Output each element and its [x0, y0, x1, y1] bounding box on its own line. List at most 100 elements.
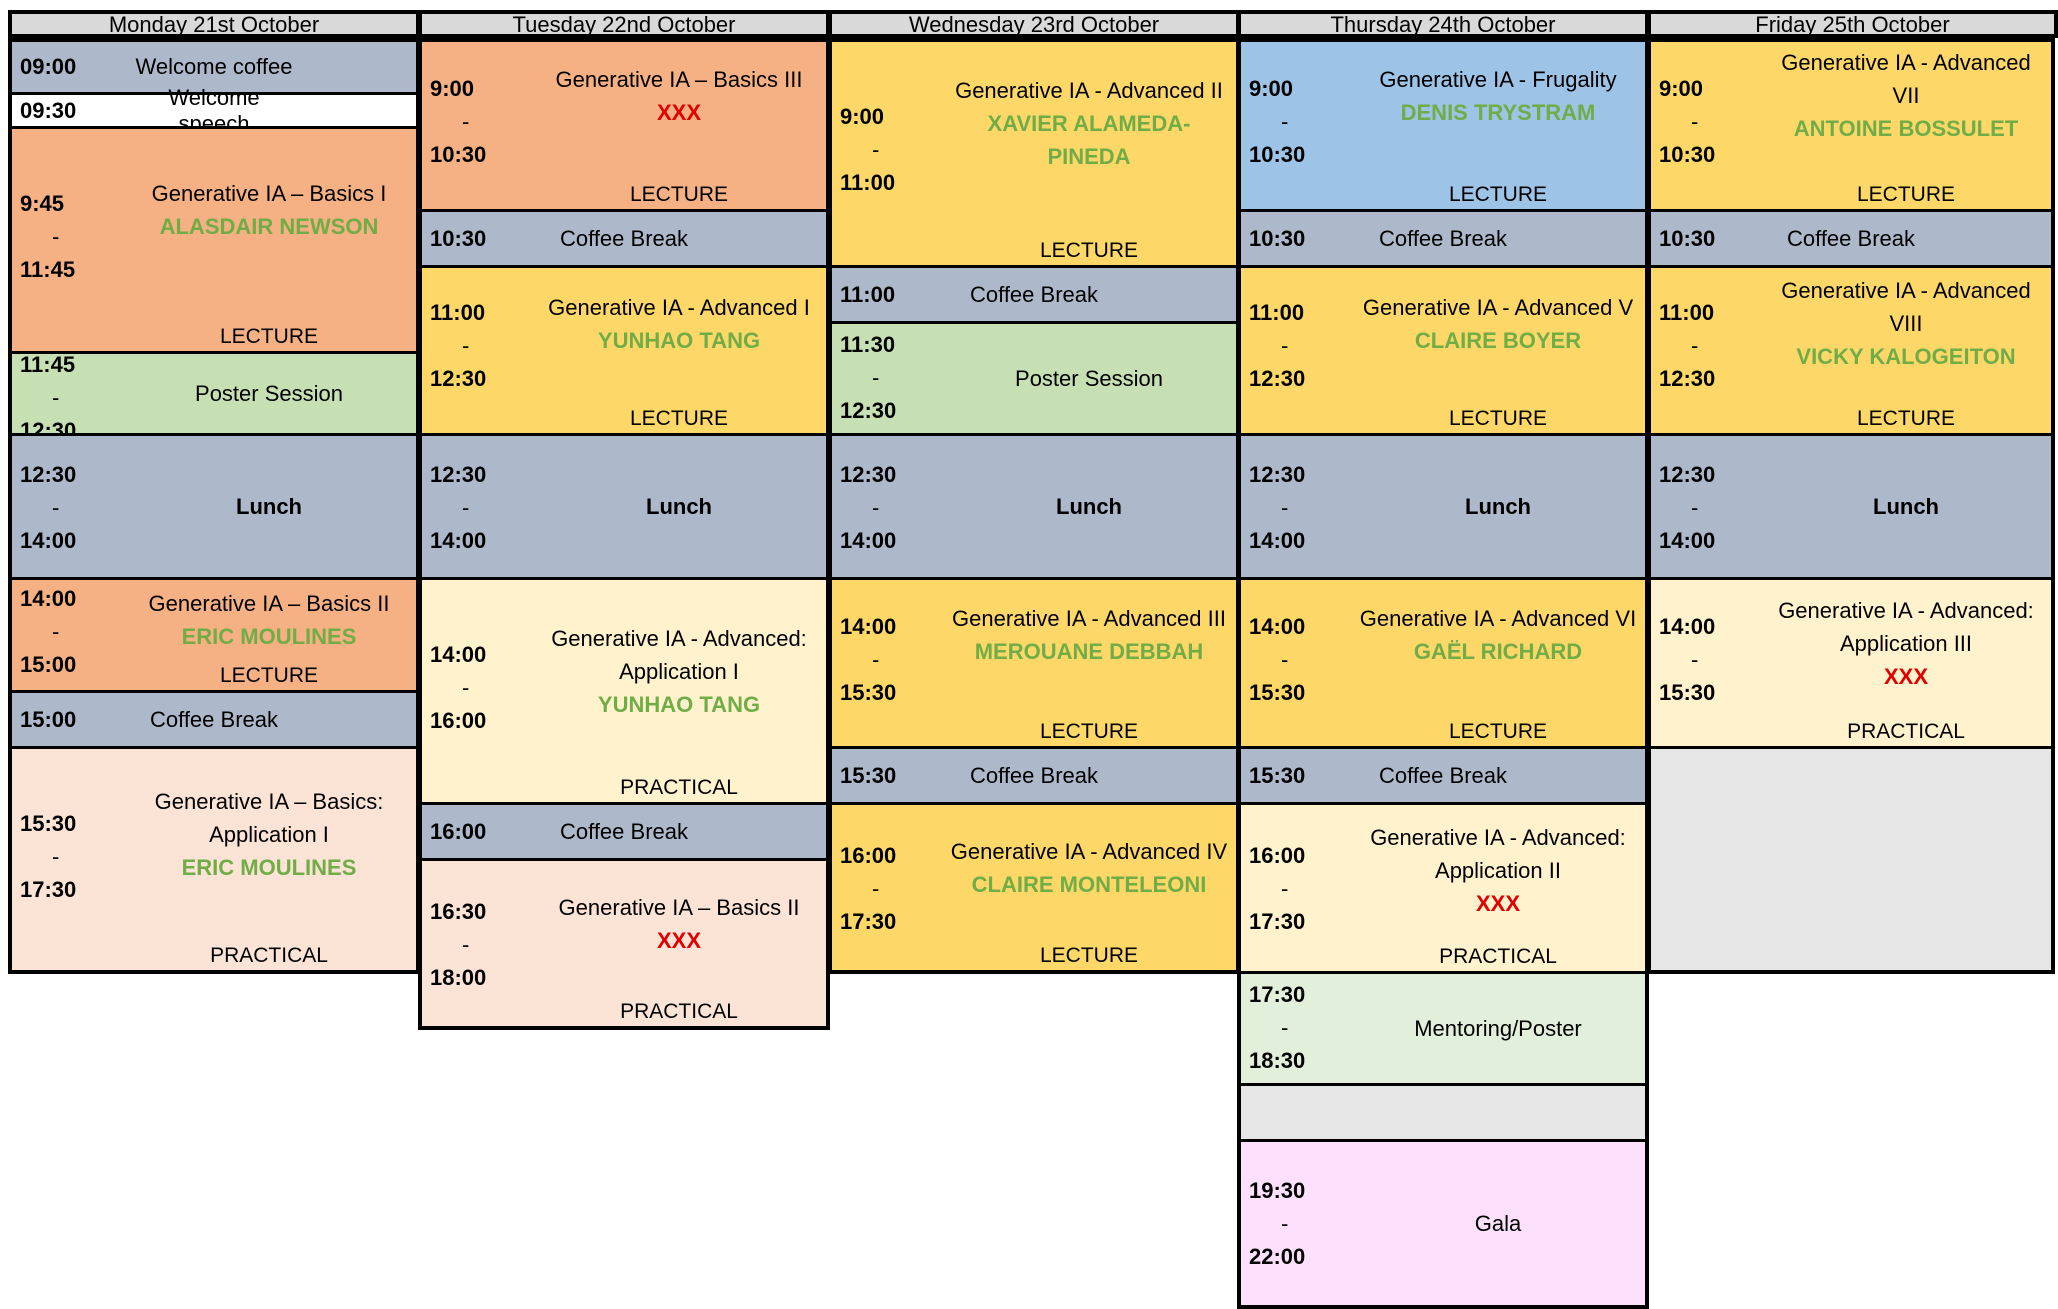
session-title: Generative IA - Advanced VII [1781, 50, 2031, 108]
speaker-name: GAËL RICHARD [1413, 639, 1583, 664]
session-frugality: 9:00 - 10:30 Generative IA - Frugality DENI… [1241, 42, 1645, 212]
session-type: LECTURE [629, 183, 729, 206]
monday-column: 09:00 Welcome coffee 09:30 Welcome speech … [8, 38, 420, 974]
start-time: 9:00 [840, 104, 885, 129]
start-time: 14:00 [1249, 614, 1306, 639]
session-type: LECTURE [219, 664, 319, 687]
session-time-range: 12:30 - 14:00 [1659, 458, 1715, 557]
session-advanced-7: 9:00 - 10:30 Generative IA - Advanced VII A… [1651, 42, 2051, 212]
time-dash: - [1281, 333, 1289, 358]
session-title: Generative IA - Advanced V [1362, 294, 1634, 320]
session-title: Generative IA – Basics I [151, 181, 387, 206]
session-label: Coffee Break [1786, 225, 1915, 251]
session-title: Generative IA – Basics II [148, 591, 390, 616]
time-dash: - [1691, 333, 1699, 358]
session-time: 11:00 [840, 281, 896, 307]
session-label: Coffee Break [149, 706, 278, 732]
speaker-name: YUNHAO TANG [597, 327, 761, 353]
session-time: 09:30 [20, 97, 77, 123]
time-dash: - [872, 876, 880, 901]
time-dash: - [872, 137, 880, 162]
end-time: 16:00 [430, 708, 487, 733]
session-time-range: 11:30 - 12:30 [840, 328, 896, 427]
session-lunch: 12:30 - 14:00 Lunch [832, 436, 1236, 580]
session-time-range: 11:00 - 12:30 [1249, 296, 1305, 395]
start-time: 14:00 [20, 586, 77, 611]
time-dash: - [872, 365, 880, 390]
session-advanced-application-1: 14:00 - 16:00 Generative IA - Advanced: App… [422, 580, 826, 805]
session-subtitle: Application I [209, 822, 329, 847]
session-time-range: 9:45 - 11:45 [20, 187, 75, 286]
session-subtitle: Application I [619, 658, 739, 684]
start-time: 9:00 [1659, 76, 1704, 101]
session-time-range: 9:00 - 10:30 [430, 72, 486, 171]
session-time-range: 9:00 - 11:00 [840, 100, 895, 199]
end-time: 18:00 [430, 965, 487, 990]
session-coffee-break: 15:00 Coffee Break [12, 693, 416, 749]
session-advanced-4: 16:00 - 17:30 Generative IA - Advanced IV C… [832, 805, 1236, 970]
friday-column: 9:00 - 10:30 Generative IA - Advanced VII A… [1647, 38, 2055, 974]
start-time: 16:00 [840, 843, 897, 868]
start-time: 12:30 [840, 462, 897, 487]
session-advanced-3: 14:00 - 15:30 Generative IA - Advanced III… [832, 580, 1236, 749]
session-time: 10:30 [1659, 225, 1716, 251]
session-time-range: 11:45-12:30 [20, 348, 76, 447]
session-lunch: 12:30 - 14:00 Lunch [422, 436, 826, 580]
end-time: 12:30 [430, 366, 487, 391]
day-label: Friday 25th October [1755, 12, 1950, 37]
speaker-placeholder: XXX [656, 927, 702, 953]
speaker-name: XAVIER ALAMEDA-PINEDA [987, 111, 1191, 169]
session-time: 15:00 [20, 706, 77, 732]
end-time: 15:30 [1249, 680, 1306, 705]
end-time: 12:30 [1659, 366, 1716, 391]
session-time-range: 15:30 - 17:30 [20, 807, 76, 906]
session-time-range: 9:00 - 10:30 [1249, 72, 1305, 171]
wednesday-column: 9:00 - 11:00 Generative IA - Advanced II XA… [828, 38, 1240, 974]
speaker-name: ANTOINE BOSSULET [1793, 116, 2019, 141]
start-time: 16:00 [1249, 843, 1306, 868]
session-basics-2: 14:00 - 15:00 Generative IA – Basics II ERI… [12, 580, 416, 693]
time-dash: - [872, 647, 880, 672]
time-dash: - [1691, 495, 1699, 520]
day-header-monday: Monday 21st October [8, 10, 420, 38]
speaker-name: CLAIRE BOYER [1414, 327, 1582, 353]
start-time: 17:30 [1249, 982, 1306, 1007]
session-welcome-speech: 09:30 Welcome speech [12, 85, 416, 136]
speaker-placeholder: XXX [656, 99, 702, 125]
session-label: Lunch [1873, 494, 1939, 519]
day-header-tuesday: Tuesday 22nd October [418, 10, 830, 38]
session-time-range: 16:00 - 17:30 [840, 839, 896, 938]
speaker-name: MEROUANE DEBBAH [974, 639, 1204, 664]
time-dash: - [1281, 1211, 1289, 1236]
session-label: Coffee Break [559, 818, 688, 844]
session-lunch: 12:30 - 14:00 Lunch [1651, 436, 2051, 580]
session-coffee-break: 11:00 Coffee Break [832, 268, 1236, 324]
session-type: PRACTICAL [1439, 945, 1557, 968]
session-type: LECTURE [1856, 407, 1956, 430]
session-label: Coffee Break [1378, 762, 1507, 788]
session-time-range: 14:00 - 16:00 [430, 638, 486, 737]
session-title: Generative IA - Advanced: [1370, 824, 1626, 850]
end-time: 15:30 [840, 680, 897, 705]
time-dash: - [52, 844, 60, 869]
end-time: 14:00 [840, 528, 897, 553]
session-type: PRACTICAL [620, 1000, 738, 1023]
end-time: 17:30 [840, 909, 897, 934]
empty-slot [1241, 1086, 1645, 1142]
end-time: 14:00 [1249, 528, 1306, 553]
session-time-range: 11:00 - 12:30 [1659, 296, 1715, 395]
empty-slot [1651, 749, 2051, 970]
speaker-name: ERIC MOULINES [181, 855, 357, 880]
session-time-range: 9:00 - 10:30 [1659, 72, 1715, 171]
session-label: Welcome coffee [135, 54, 293, 79]
time-dash: - [462, 675, 470, 700]
session-label: Poster Session [1015, 366, 1163, 391]
time-dash: - [52, 619, 60, 644]
session-label: Coffee Break [969, 281, 1098, 307]
start-time: 14:00 [1659, 614, 1716, 639]
start-time: 12:30 [20, 462, 77, 487]
session-title: Generative IA - Advanced VI [1359, 606, 1637, 631]
session-basics-2-practical: 16:30 - 18:00 Generative IA – Basics II XXX… [422, 861, 826, 1026]
session-type: LECTURE [1039, 239, 1139, 262]
session-coffee-break: 15:30 Coffee Break [1241, 749, 1645, 805]
